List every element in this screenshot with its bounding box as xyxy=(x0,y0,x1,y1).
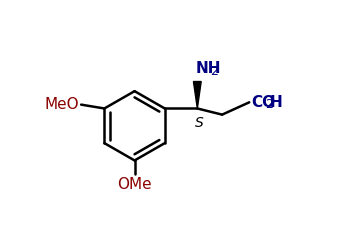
Text: 2: 2 xyxy=(210,65,218,79)
Text: OMe: OMe xyxy=(117,177,152,192)
Text: CO: CO xyxy=(251,95,275,110)
Text: 2: 2 xyxy=(265,98,273,111)
Text: S: S xyxy=(195,116,203,130)
Polygon shape xyxy=(194,81,201,109)
Text: H: H xyxy=(269,95,282,110)
Text: MeO: MeO xyxy=(45,97,80,112)
Text: NH: NH xyxy=(196,61,221,76)
